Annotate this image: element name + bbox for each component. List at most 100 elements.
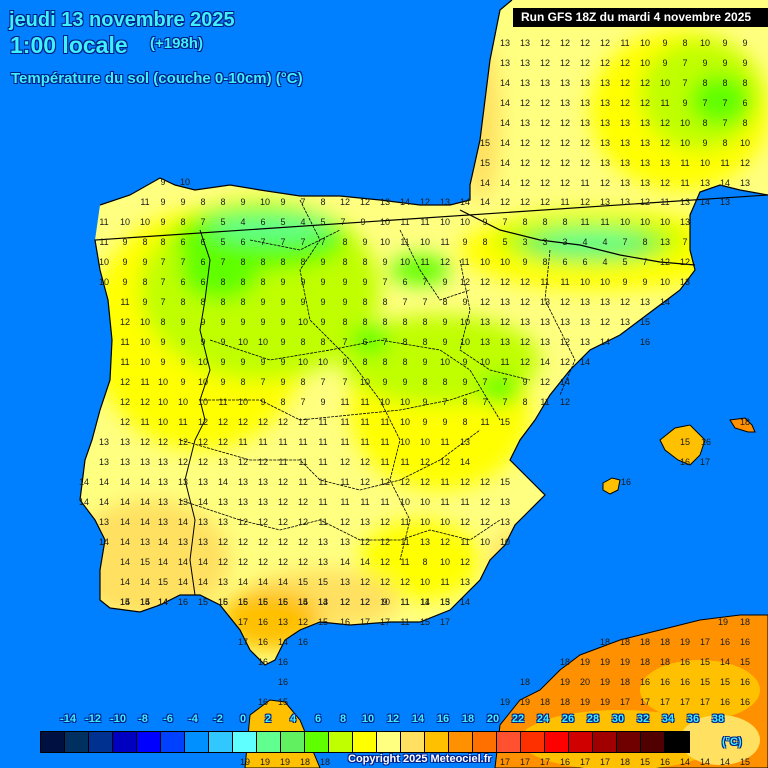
- grid-value: 12: [119, 397, 131, 407]
- grid-value: 19: [679, 637, 691, 647]
- grid-value: 11: [318, 417, 328, 427]
- grid-value: 10: [139, 217, 151, 227]
- grid-value: 13: [339, 577, 351, 587]
- coastline: [79, 0, 768, 666]
- grid-value: 18: [639, 657, 651, 667]
- grid-value: 9: [260, 297, 266, 307]
- grid-value: 13: [639, 178, 651, 188]
- legend-tick: 16: [436, 713, 450, 725]
- grid-value: 12: [499, 277, 511, 287]
- grid-value: 14: [119, 597, 131, 607]
- grid-value: 11: [318, 457, 328, 467]
- grid-value: 11: [400, 217, 410, 227]
- grid-value: 10: [599, 277, 611, 287]
- grid-value: 12: [399, 477, 411, 487]
- grid-value: 15: [679, 437, 691, 447]
- grid-value: 17: [699, 637, 711, 647]
- grid-value: 13: [619, 178, 631, 188]
- legend-tick: -2: [213, 713, 223, 725]
- grid-value: 9: [320, 297, 326, 307]
- grid-value: 11: [360, 497, 370, 507]
- grid-value: 12: [359, 577, 371, 587]
- grid-value: 8: [562, 217, 568, 227]
- grid-value: 14: [119, 477, 131, 487]
- grid-value: 11: [460, 537, 470, 547]
- grid-value: 13: [499, 517, 511, 527]
- grid-value: 9: [200, 317, 206, 327]
- grid-value: 16: [639, 677, 651, 687]
- grid-value: 7: [502, 217, 508, 227]
- grid-value: 9: [220, 337, 226, 347]
- grid-value: 14: [459, 457, 471, 467]
- grid-value: 12: [599, 317, 611, 327]
- legend-swatch: [473, 732, 497, 752]
- grid-value: 17: [519, 757, 531, 767]
- grid-value: 14: [139, 497, 151, 507]
- grid-value: 12: [619, 98, 631, 108]
- grid-value: 11: [420, 597, 430, 607]
- legend-swatch: [161, 732, 185, 752]
- grid-value: 16: [177, 597, 189, 607]
- grid-value: 11: [540, 277, 550, 287]
- grid-value: 10: [399, 257, 411, 267]
- grid-value: 10: [579, 277, 591, 287]
- grid-value: 11: [140, 197, 150, 207]
- legend-swatch: [497, 732, 521, 752]
- grid-value: 11: [400, 557, 410, 567]
- grid-value: 12: [297, 557, 309, 567]
- grid-value: 11: [380, 457, 390, 467]
- grid-value: 8: [180, 297, 186, 307]
- grid-value: 14: [339, 557, 351, 567]
- grid-value: 10: [179, 177, 191, 187]
- legend-swatch: [641, 732, 665, 752]
- grid-value: 9: [360, 217, 366, 227]
- grid-value: 6: [562, 257, 568, 267]
- grid-value: 11: [140, 417, 150, 427]
- grid-value: 16: [277, 597, 289, 607]
- grid-value: 16: [700, 437, 712, 447]
- grid-value: 14: [297, 597, 309, 607]
- grid-value: 12: [257, 557, 269, 567]
- grid-value: 10: [419, 437, 431, 447]
- grid-value: 14: [699, 757, 711, 767]
- grid-value: 15: [739, 657, 751, 667]
- grid-value: 12: [459, 277, 471, 287]
- grid-value: 12: [579, 38, 591, 48]
- grid-value: 9: [522, 257, 528, 267]
- grid-value: 6: [180, 237, 186, 247]
- grid-value: 10: [459, 337, 471, 347]
- grid-value: 13: [519, 317, 531, 327]
- grid-value: 13: [237, 497, 249, 507]
- grid-value: 8: [422, 377, 428, 387]
- grid-value: 8: [382, 297, 388, 307]
- grid-value: 8: [742, 78, 748, 88]
- grid-value: 10: [479, 257, 491, 267]
- grid-value: 9: [642, 277, 648, 287]
- grid-value: 6: [260, 217, 266, 227]
- grid-value: 13: [257, 477, 269, 487]
- grid-value: 10: [237, 337, 249, 347]
- grid-value: 18: [739, 417, 751, 427]
- grid-value: 19: [499, 697, 511, 707]
- grid-value: 12: [177, 437, 189, 447]
- grid-value: 8: [382, 357, 388, 367]
- grid-value: 9: [160, 197, 166, 207]
- grid-value: 8: [642, 237, 648, 247]
- grid-value: 9: [142, 297, 148, 307]
- grid-value: 12: [659, 257, 671, 267]
- grid-value: 11: [400, 537, 410, 547]
- grid-value: 12: [339, 197, 351, 207]
- grid-value: 14: [119, 537, 131, 547]
- grid-value: 8: [402, 317, 408, 327]
- grid-value: 14: [177, 517, 189, 527]
- grid-value: 7: [442, 397, 448, 407]
- grid-value: 5: [280, 217, 286, 227]
- grid-value: 9: [342, 357, 348, 367]
- grid-value: 9: [280, 197, 286, 207]
- legend-swatch: [617, 732, 641, 752]
- grid-value: 14: [139, 517, 151, 527]
- grid-value: 9: [442, 277, 448, 287]
- grid-value: 12: [559, 38, 571, 48]
- legend-tick: -8: [138, 713, 148, 725]
- grid-value: 12: [119, 317, 131, 327]
